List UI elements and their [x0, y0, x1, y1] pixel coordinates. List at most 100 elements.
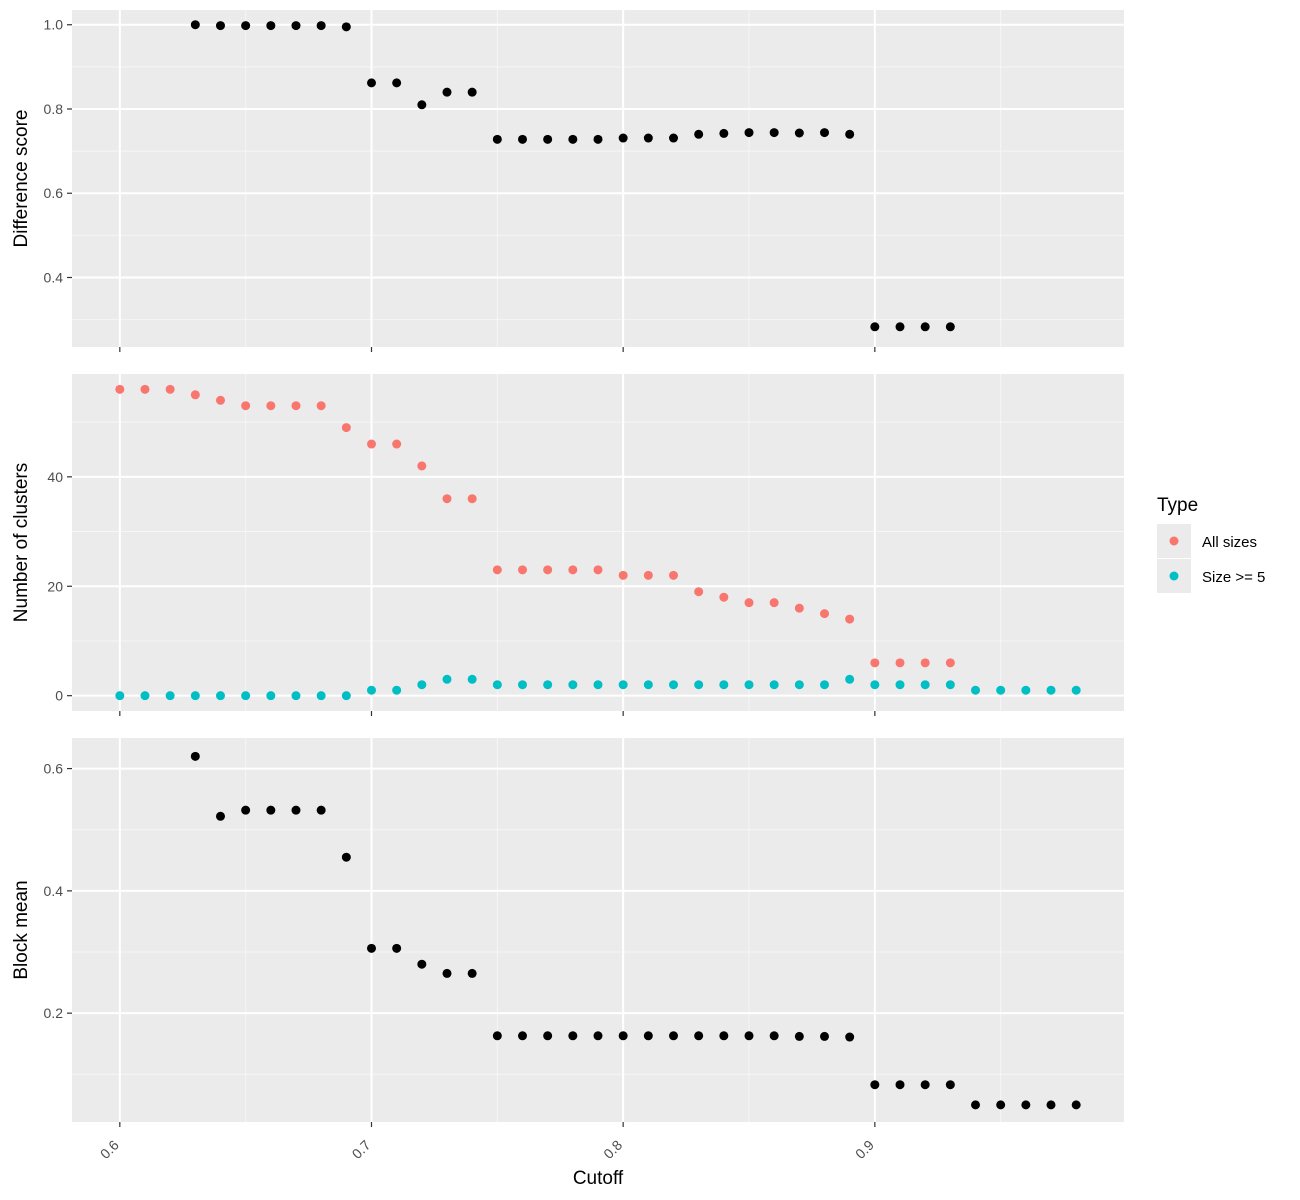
legend-title: Type — [1157, 495, 1198, 516]
data-point — [1021, 685, 1031, 695]
data-point — [820, 128, 830, 138]
data-point — [341, 423, 351, 433]
data-point — [241, 691, 251, 701]
data-point — [392, 685, 402, 695]
data-point — [618, 1031, 628, 1041]
x-tick-label: 0.6 — [97, 1137, 122, 1162]
data-point — [366, 685, 376, 695]
data-point — [895, 322, 905, 332]
panel-number-of-clusters: 0 20 40 Number of clusters — [11, 374, 1124, 716]
data-point — [517, 680, 527, 690]
data-point — [266, 691, 276, 701]
data-point — [643, 1031, 653, 1041]
data-point — [392, 78, 402, 88]
data-point — [794, 1031, 804, 1041]
data-point — [241, 401, 251, 411]
data-point — [593, 1031, 603, 1041]
data-point — [744, 128, 754, 138]
data-point — [115, 691, 125, 701]
data-point — [719, 592, 729, 602]
data-point — [316, 21, 326, 31]
data-point — [744, 680, 754, 690]
data-point — [895, 1080, 905, 1090]
data-point — [920, 322, 930, 332]
data-point — [442, 968, 452, 978]
data-point — [165, 384, 175, 394]
data-point — [769, 1031, 779, 1041]
data-point — [543, 565, 553, 575]
x-axis-title: Cutoff — [573, 1168, 624, 1189]
panel-background — [72, 374, 1124, 711]
data-point — [366, 439, 376, 449]
data-point — [517, 134, 527, 144]
data-point — [593, 134, 603, 144]
data-point — [266, 21, 276, 31]
data-point — [593, 565, 603, 575]
data-point — [517, 565, 527, 575]
data-point — [543, 1031, 553, 1041]
data-point — [769, 128, 779, 138]
legend-label-all-sizes: All sizes — [1202, 534, 1257, 551]
data-point — [895, 658, 905, 668]
data-point — [794, 680, 804, 690]
data-point — [568, 565, 578, 575]
data-point — [190, 691, 200, 701]
y-tick-label: 40 — [47, 469, 63, 485]
data-point — [996, 685, 1006, 695]
data-point — [945, 322, 955, 332]
data-point — [467, 968, 477, 978]
y-tick-label: 0.4 — [44, 269, 64, 285]
panel-background — [72, 10, 1124, 347]
data-point — [820, 609, 830, 619]
panel-background — [72, 738, 1124, 1122]
data-point — [291, 21, 301, 31]
data-point — [618, 680, 628, 690]
data-point — [140, 384, 150, 394]
data-point — [543, 134, 553, 144]
data-point — [241, 21, 251, 31]
data-point — [291, 401, 301, 411]
y-axis-title: Block mean — [11, 880, 32, 979]
data-point — [266, 805, 276, 815]
data-point — [845, 129, 855, 139]
data-point — [744, 1031, 754, 1041]
data-point — [694, 587, 704, 597]
data-point — [996, 1100, 1006, 1110]
data-point — [845, 674, 855, 684]
data-point — [794, 603, 804, 613]
data-point — [165, 691, 175, 701]
data-point — [971, 685, 981, 695]
data-point — [643, 570, 653, 580]
x-axis: 0.6 0.7 0.8 0.9 — [97, 1137, 877, 1162]
data-point — [417, 680, 427, 690]
data-point — [190, 390, 200, 400]
data-point — [669, 133, 679, 143]
data-point — [870, 322, 880, 332]
data-point — [190, 751, 200, 761]
data-point — [115, 384, 125, 394]
data-point — [517, 1031, 527, 1041]
data-point — [870, 658, 880, 668]
series-block-mean — [190, 751, 1081, 1110]
data-point — [467, 494, 477, 504]
data-point — [618, 133, 628, 143]
data-point — [719, 680, 729, 690]
y-tick-label: 0.2 — [44, 1005, 64, 1021]
data-point — [215, 21, 225, 31]
legend-label-size-5: Size >= 5 — [1202, 569, 1265, 586]
y-tick-label: 0.8 — [44, 101, 64, 117]
data-point — [442, 494, 452, 504]
y-tick-label: 20 — [47, 578, 63, 594]
data-point — [719, 128, 729, 138]
data-point — [820, 1031, 830, 1041]
data-point — [467, 674, 477, 684]
data-point — [669, 680, 679, 690]
data-point — [694, 129, 704, 139]
data-point — [140, 691, 150, 701]
series-difference-score — [190, 20, 955, 332]
data-point — [719, 1031, 729, 1041]
data-point — [341, 691, 351, 701]
data-point — [618, 570, 628, 580]
data-point — [568, 680, 578, 690]
data-point — [442, 674, 452, 684]
